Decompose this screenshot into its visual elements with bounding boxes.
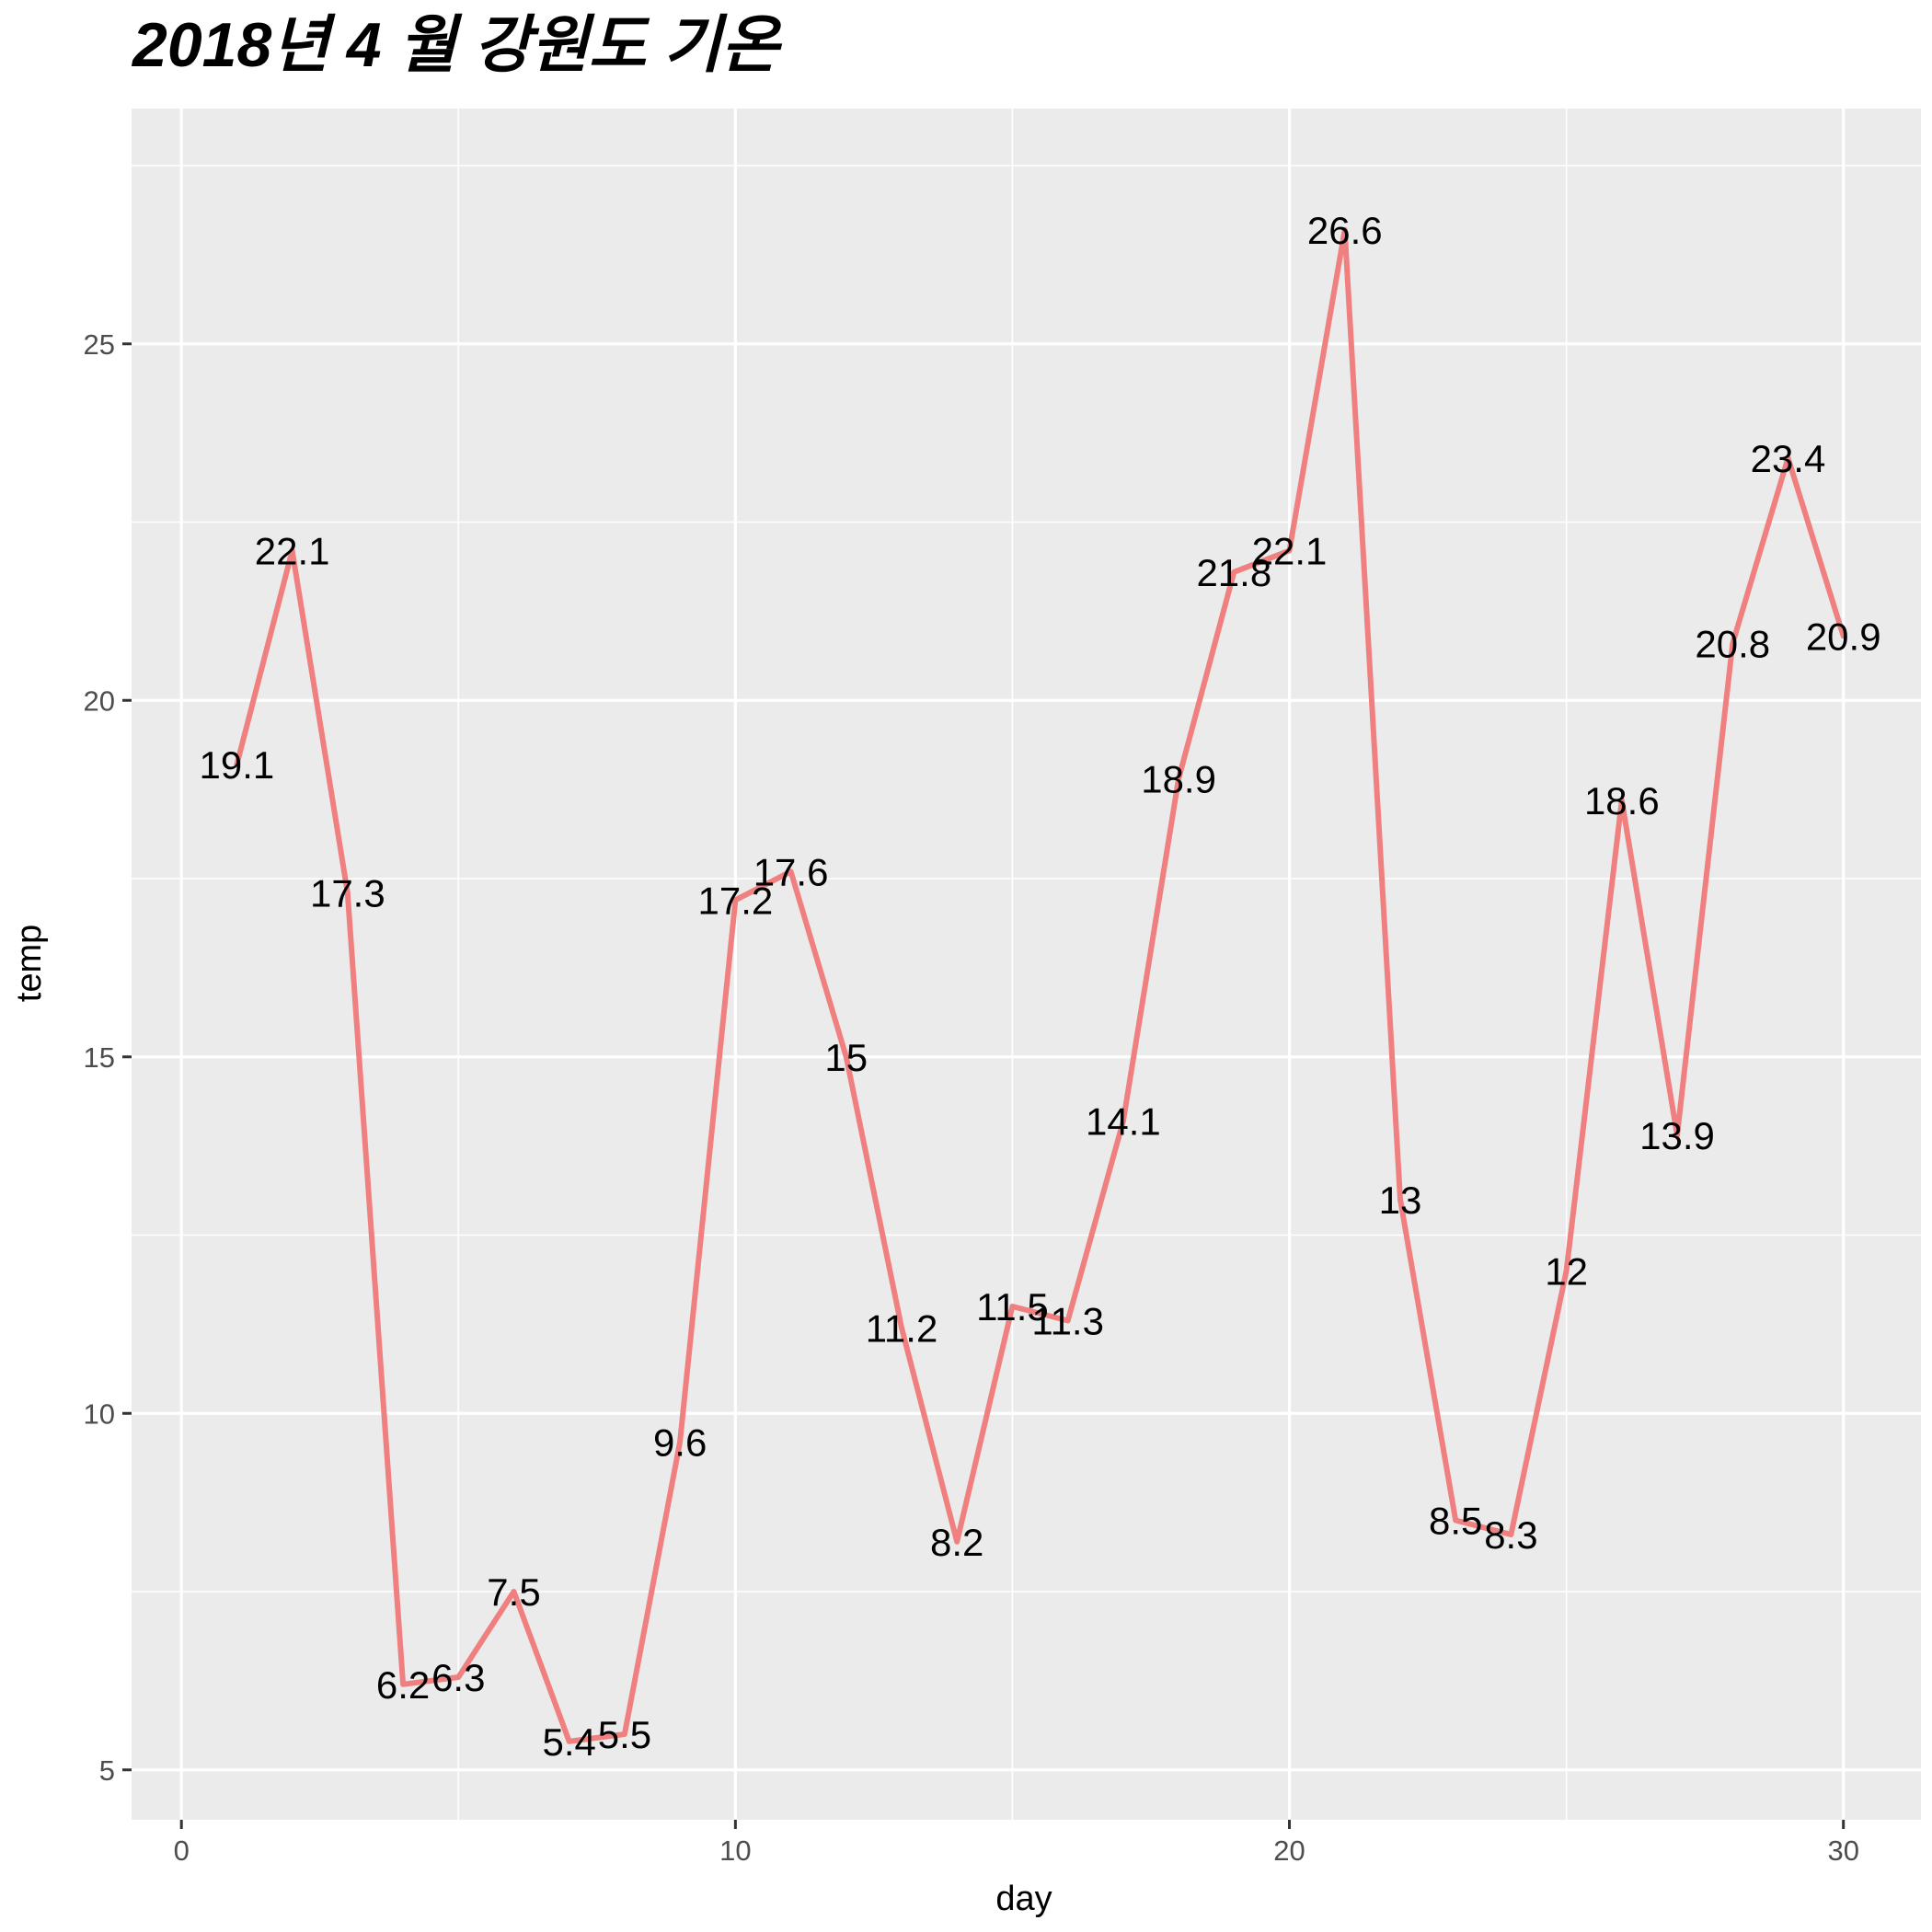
axis-ticks [122,342,1846,1829]
y-tick-label: 5 [99,1754,115,1787]
major-gridlines [132,109,1921,1820]
data-label: 17.6 [753,850,829,893]
y-tick-label: 10 [84,1397,115,1430]
minor-gridlines [132,109,1921,1820]
y-axis-tick-labels: 5 10 15 20 25 [84,328,115,1787]
x-tick-label: 10 [719,1834,751,1867]
data-label: 14.1 [1086,1100,1161,1144]
data-label: 21.8 [1196,551,1271,594]
data-label: 11.3 [1031,1300,1104,1343]
y-tick-label: 25 [84,328,115,361]
data-label: 22.1 [1252,530,1328,573]
data-label: 18.6 [1584,779,1660,822]
data-label: 8.2 [930,1521,983,1564]
data-label: 13.9 [1639,1114,1715,1157]
data-label: 8.5 [1429,1500,1482,1543]
x-axis-title: day [995,1880,1052,1918]
data-label: 22.1 [255,530,330,573]
x-axis-tick-labels: 0 10 20 30 [174,1834,1859,1867]
data-label: 17.2 [697,879,773,922]
x-tick-label: 30 [1827,1834,1858,1867]
data-label: 12 [1545,1249,1588,1293]
x-tick-label: 20 [1273,1834,1305,1867]
data-label: 19.1 [200,743,275,787]
x-tick-label: 0 [174,1834,190,1867]
y-axis-title: temp [10,925,49,1002]
data-label: 17.3 [310,872,385,915]
data-label: 9.6 [653,1420,707,1464]
data-label: 13 [1379,1179,1422,1222]
data-labels: 19.1 22.1 17.3 6.2 6.37.5 5.4 5.5 9.6 17.217.6 15… [200,209,1881,1764]
data-label: 15 [824,1036,868,1079]
data-label: 6.2 [376,1663,430,1707]
data-label: 6.3 [431,1656,485,1699]
plot-panel [132,109,1921,1820]
data-label: 5.5 [598,1713,651,1756]
data-label: 20.9 [1806,615,1881,659]
data-label: 26.6 [1307,209,1383,252]
data-label: 5.4 [543,1720,596,1764]
series-layer [234,226,1846,1744]
data-label: 23.4 [1751,437,1826,480]
temp-series-line [234,226,1846,1744]
data-label: 11.2 [866,1306,938,1350]
y-tick-label: 20 [84,684,115,717]
data-label: 18.9 [1141,758,1216,801]
data-label: 7.5 [487,1570,540,1614]
y-tick-label: 15 [84,1041,115,1074]
data-label: 8.3 [1484,1513,1537,1557]
chart-title: 2018년 4 월 강원도 기온 [131,10,783,80]
data-label: 20.8 [1695,622,1770,665]
data-label: 11.5 [976,1285,1049,1328]
